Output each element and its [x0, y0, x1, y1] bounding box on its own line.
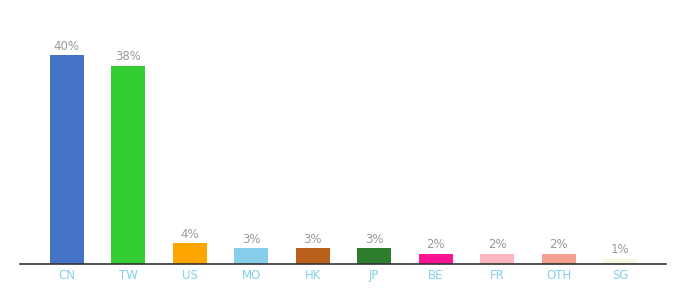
Text: 2%: 2% — [426, 238, 445, 251]
Text: 2%: 2% — [488, 238, 507, 251]
Text: 3%: 3% — [242, 233, 260, 246]
Text: 3%: 3% — [365, 233, 384, 246]
Bar — [50, 55, 84, 264]
Bar — [173, 243, 207, 264]
Bar — [480, 254, 514, 264]
Bar — [542, 254, 575, 264]
Bar — [419, 254, 453, 264]
Text: 38%: 38% — [115, 50, 141, 63]
Text: 1%: 1% — [611, 243, 630, 256]
Text: 2%: 2% — [549, 238, 568, 251]
Bar — [357, 248, 391, 264]
Bar — [234, 248, 268, 264]
Text: 40%: 40% — [54, 40, 80, 53]
Text: 3%: 3% — [303, 233, 322, 246]
Text: 4%: 4% — [180, 227, 199, 241]
Bar — [296, 248, 330, 264]
Bar — [603, 259, 637, 264]
Bar — [112, 66, 145, 264]
